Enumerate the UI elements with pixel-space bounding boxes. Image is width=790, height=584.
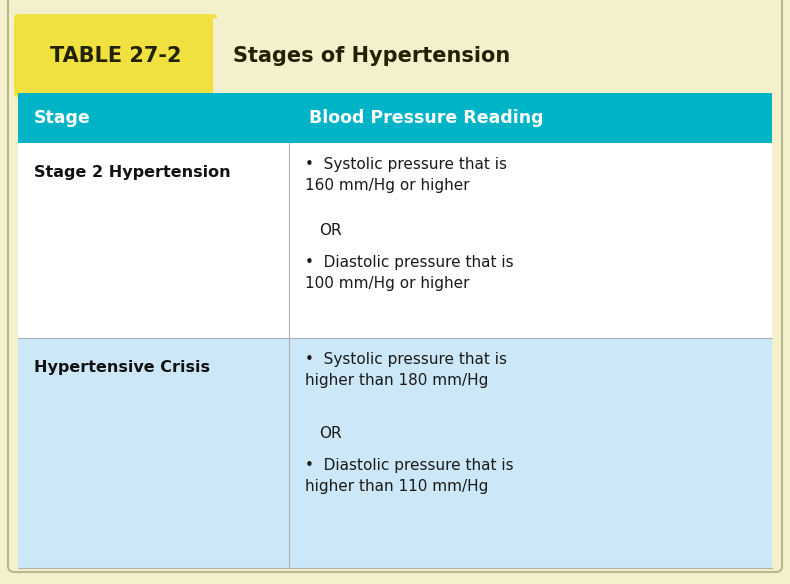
Text: •  Diastolic pressure that is
higher than 110 mm/Hg: • Diastolic pressure that is higher than…: [306, 458, 514, 494]
Bar: [18, 143, 772, 338]
Text: OR: OR: [319, 223, 342, 238]
FancyBboxPatch shape: [8, 0, 782, 572]
Text: •  Systolic pressure that is
higher than 180 mm/Hg: • Systolic pressure that is higher than …: [306, 352, 507, 388]
Text: Stages of Hypertension: Stages of Hypertension: [233, 46, 510, 65]
Text: Blood Pressure Reading: Blood Pressure Reading: [310, 109, 544, 127]
Bar: [18, 93, 772, 143]
Text: Stage: Stage: [34, 109, 91, 127]
Text: Hypertensive Crisis: Hypertensive Crisis: [34, 360, 210, 375]
Bar: [18, 338, 772, 568]
Text: •  Diastolic pressure that is
100 mm/Hg or higher: • Diastolic pressure that is 100 mm/Hg o…: [306, 255, 514, 291]
Text: TABLE 27-2: TABLE 27-2: [50, 46, 181, 65]
Text: OR: OR: [319, 426, 342, 441]
FancyBboxPatch shape: [14, 14, 217, 97]
Text: Stage 2 Hypertension: Stage 2 Hypertension: [34, 165, 231, 180]
Bar: [213, 18, 772, 93]
Text: •  Systolic pressure that is
160 mm/Hg or higher: • Systolic pressure that is 160 mm/Hg or…: [306, 157, 507, 193]
